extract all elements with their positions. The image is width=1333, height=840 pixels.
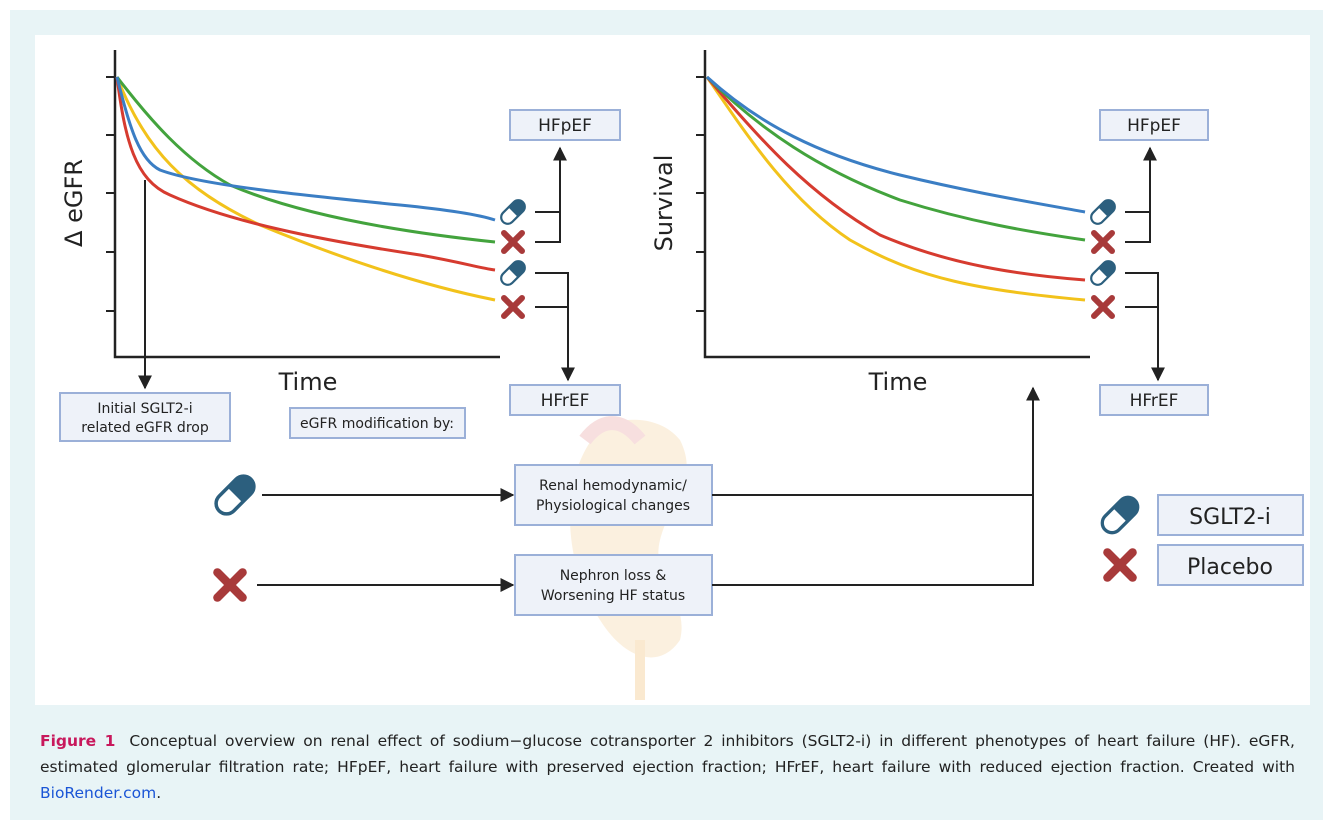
legend-box [1157,544,1304,586]
caption-link[interactable]: BioRender.com [40,784,157,802]
legend-box [1157,494,1304,536]
box-text: Nephron loss & [560,568,667,584]
box-text: Worsening HF status [541,588,685,604]
hfref-box [1099,384,1209,416]
header-text: eGFR modification by: [300,416,454,432]
caption-end: . [156,784,162,802]
legend: SGLT2-i Placebo [1096,491,1304,586]
hfref-box [509,384,621,416]
y-axis-label: Δ eGFR [60,159,88,247]
caption-text: Conceptual overview on renal effect of s… [40,732,1295,776]
hfpef-box [1099,109,1209,141]
box-text: Renal hemodynamic/ [539,478,687,494]
x-axis-label: Time [278,368,338,396]
note-text: related eGFR drop [81,420,209,436]
placebo-box [514,554,713,616]
box-label: HFpEF [1127,116,1181,136]
hfpef-box [509,109,621,141]
box-label: HFrEF [541,391,590,411]
caption: Figure 1 Conceptual overview on renal ef… [40,728,1295,806]
box-label: HFrEF [1130,391,1179,411]
header-box [289,407,466,439]
treatment-box [514,464,713,526]
x-axis-label: Time [868,368,928,396]
left-plot: Δ eGFR Time HFpEF HFrEF Initial SGLT2-i … [59,50,621,442]
legend-label: Placebo [1187,555,1273,580]
caption-label: Figure 1 [40,732,116,750]
y-axis-label: Survival [650,155,678,252]
right-plot: Survival Time HFpEF HFrEF [650,50,1209,416]
figure: Δ eGFR Time HFpEF HFrEF Initial SGLT2-i … [35,35,1310,705]
note-text: Initial SGLT2-i [97,401,192,417]
box-text: Physiological changes [536,498,690,514]
note-box [59,392,231,442]
box-label: HFpEF [538,116,592,136]
legend-label: SGLT2-i [1189,505,1271,530]
mechanism: eGFR modification by: Renal hemodynamic/… [210,388,1033,616]
